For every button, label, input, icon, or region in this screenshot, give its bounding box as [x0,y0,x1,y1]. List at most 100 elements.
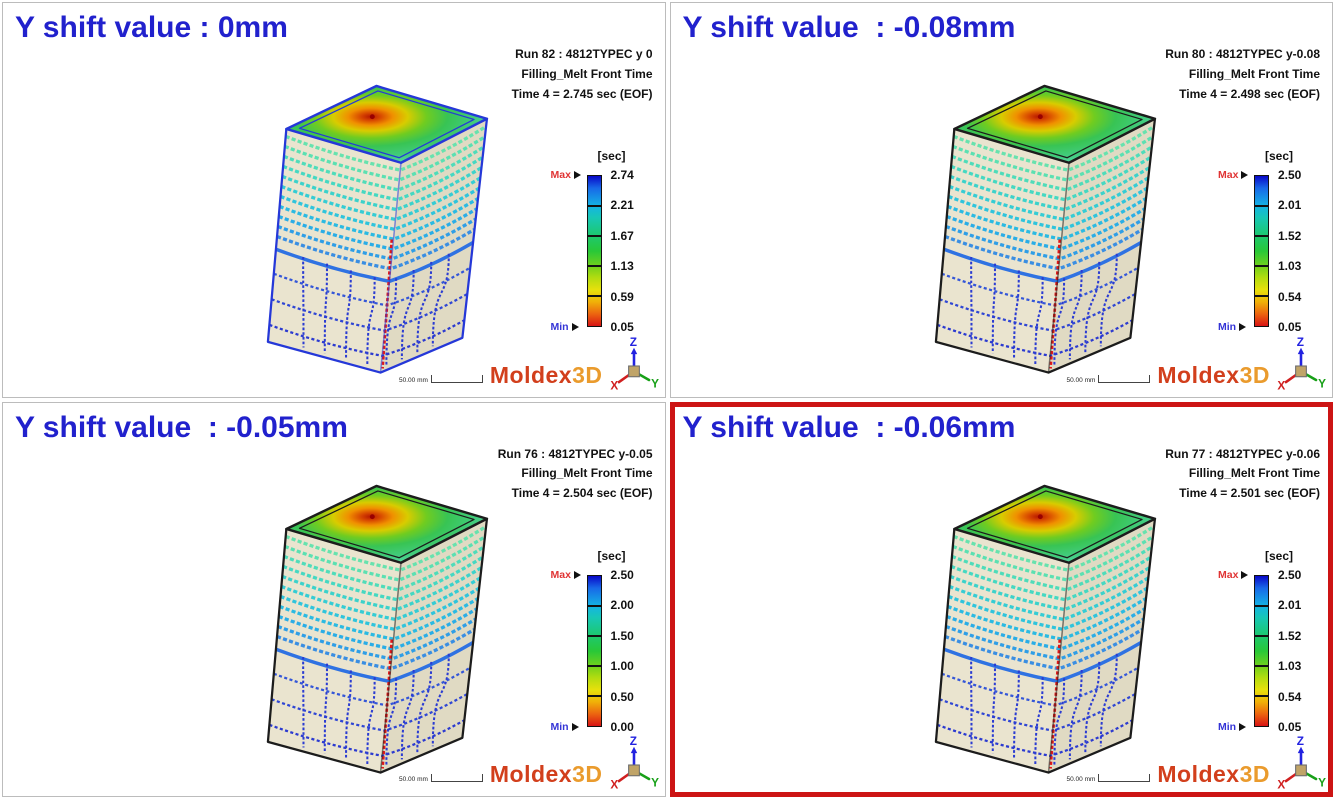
scale-bar-line [430,774,483,782]
legend-tick: 1.03 [1278,259,1302,273]
axis-triad-icon: Z X Y [1277,736,1326,792]
time-label: Time 4 = 2.745 sec (EOF) [511,86,653,101]
scale-bar: 50.00 mm [1066,374,1151,384]
model-viewport[interactable] [876,43,1221,391]
svg-text:Y: Y [651,376,659,390]
legend-tick: 2.50 [1278,168,1302,182]
legend-min-label: Min [1218,721,1247,733]
legend-max-label: Max [1218,169,1249,181]
time-label: Time 4 = 2.504 sec (EOF) [511,486,653,501]
legend-tick: 0.54 [1278,290,1302,304]
run-info: Run 80 : 4812TYPEC y-0.08 Filling_Melt F… [1165,45,1320,104]
min-arrow-icon [571,323,579,331]
legend-tick: 0.59 [610,290,634,304]
colorbar-separator [587,235,601,237]
run-label: Run 80 : 4812TYPEC y-0.08 [1165,47,1320,61]
model-viewport[interactable] [876,443,1221,791]
max-arrow-icon [1241,171,1249,179]
svg-text:Z: Z [1297,736,1304,748]
legend-tick: 0.05 [1278,719,1302,734]
legend-min-label: Min [1218,321,1247,333]
legend-max-label: Max [551,169,581,181]
legend-tick: 1.67 [610,229,634,243]
colorbar-separator [587,694,601,697]
colorbar-separator [587,604,601,607]
result-type-label: Filling_Melt Front Time [1188,466,1320,481]
legend-tick: 2.74 [610,168,634,182]
logo-text-moldex: Moldex [489,761,573,787]
axis-triad-icon: Z X Y [610,736,659,792]
color-legend: [sec] Max 2.50 2.00 1.50 1.00 0.50 0.00 … [549,549,655,745]
min-arrow-icon [571,722,579,731]
colorbar-separator [587,664,601,667]
colorbar-separator [587,265,601,267]
colorbar [586,574,602,727]
run-info: Run 76 : 4812TYPEC y-0.05 Filling_Melt F… [498,445,653,504]
colorbar-separator [587,205,601,207]
legend-tick: 1.52 [1278,628,1302,643]
colorbar-separator [1255,235,1268,237]
panel-title: Y shift value : -0.05mm [15,410,348,444]
run-label: Run 77 : 4812TYPEC y-0.06 [1165,446,1320,461]
result-type-label: Filling_Melt Front Time [521,66,653,81]
legend-tick: 2.00 [610,597,634,612]
svg-text:X: X [610,378,618,392]
melt-front-model [266,84,489,374]
legend-tick: 1.50 [610,628,634,643]
logo-text-moldex: Moldex [1157,361,1240,388]
axis-triad-icon: Z X Y [610,337,659,393]
model-viewport[interactable] [208,43,553,391]
model-viewport[interactable] [208,443,553,791]
panel-y-minus-0-05: Y shift value : -0.05mm Run 76 : 4812TYP… [2,401,666,797]
legend-tick: 1.52 [1278,229,1302,243]
moldex3d-logo: Moldex3D [490,362,603,389]
legend-min-label: Min [551,321,579,333]
logo-text-3d: 3D [572,361,603,388]
logo-text-3d: 3D [1239,761,1270,787]
svg-text:X: X [1277,778,1285,792]
scale-bar-label: 50.00 mm [1066,776,1096,783]
scale-bar-label: 50.00 mm [399,776,428,783]
result-type-label: Filling_Melt Front Time [1188,66,1320,81]
colorbar-separator [1255,205,1268,207]
scale-bar-line [1098,374,1151,383]
run-info: Run 82 : 4812TYPEC y 0 Filling_Melt Fron… [512,45,653,104]
run-label: Run 82 : 4812TYPEC y 0 [515,47,653,61]
legend-tick: 0.00 [610,719,634,734]
min-arrow-icon [1239,323,1247,331]
legend-tick: 1.00 [610,658,634,673]
scale-bar-line [1098,774,1151,782]
panel-y-0: Y shift value : 0mm Run 82 : 4812TYPEC y… [2,2,666,398]
color-legend: [sec] Max 2.50 2.01 1.52 1.03 0.54 0.05 … [1216,149,1322,345]
legend-tick: 0.54 [1278,689,1302,704]
run-info: Run 77 : 4812TYPEC y-0.06 Filling_Melt F… [1165,445,1320,504]
svg-text:X: X [610,778,618,792]
legend-tick: 2.21 [610,198,634,212]
legend-unit-label: [sec] [597,149,626,163]
max-arrow-icon [573,171,581,179]
legend-tick: 2.01 [1278,597,1302,612]
time-label: Time 4 = 2.501 sec (EOF) [1179,486,1320,501]
svg-text:Z: Z [629,337,636,349]
scale-bar-label: 50.00 mm [399,376,428,384]
logo-text-moldex: Moldex [1157,761,1240,787]
legend-tick: 0.05 [610,320,634,334]
colorbar-separator [1255,265,1268,267]
colorbar-separator [1255,295,1268,297]
logo-text-3d: 3D [572,761,603,787]
color-legend: [sec] Max 2.74 2.21 1.67 1.13 0.59 0.05 … [549,149,655,345]
colorbar-separator [1255,664,1268,667]
svg-text:Y: Y [1318,376,1326,390]
colorbar [1254,574,1269,727]
legend-tick: 1.13 [610,259,634,273]
scale-bar: 50.00 mm [399,374,483,384]
time-label: Time 4 = 2.498 sec (EOF) [1179,86,1320,101]
axis-triad-icon: Z X Y [1277,337,1326,393]
panel-y-minus-0-08: Y shift value : -0.08mm Run 80 : 4812TYP… [669,2,1333,398]
scale-bar-label: 50.00 mm [1066,376,1096,384]
logo-text-moldex: Moldex [489,361,573,388]
logo-text-3d: 3D [1239,361,1270,388]
max-arrow-icon [1241,570,1249,579]
melt-front-model [934,84,1156,374]
